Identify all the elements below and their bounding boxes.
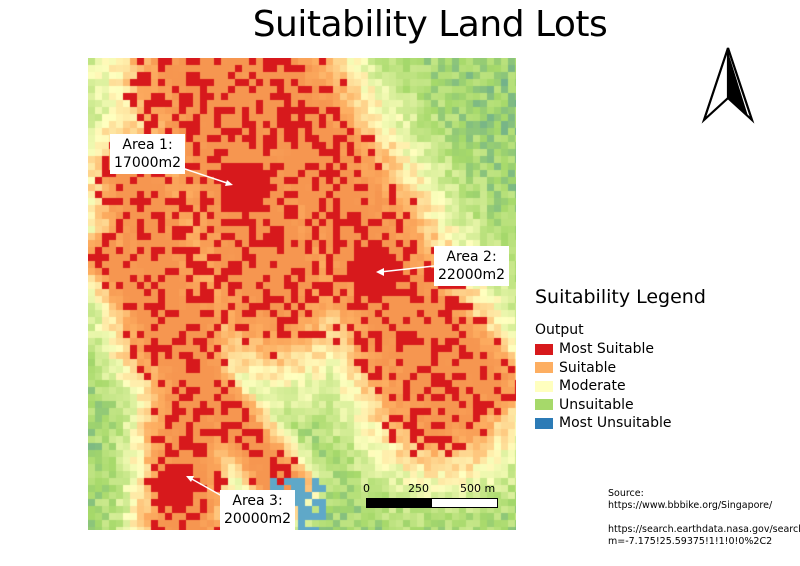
area-1-size: 17000m2 bbox=[114, 155, 182, 171]
source-heading: Source: bbox=[608, 488, 644, 499]
area-2-name: Area 2: bbox=[446, 249, 497, 265]
legend-swatch bbox=[535, 399, 553, 411]
north-arrow-icon bbox=[701, 47, 755, 124]
scale-label-0: 0 bbox=[363, 482, 370, 495]
legend-item-suitable: Suitable bbox=[535, 359, 706, 378]
legend: Suitability Legend Output Most Suitable … bbox=[535, 286, 706, 433]
legend-swatch bbox=[535, 417, 553, 429]
legend-item-most-unsuitable: Most Unsuitable bbox=[535, 414, 706, 433]
source-link-earthdata[interactable]: https://search.earthdata.nasa.gov/search… bbox=[608, 524, 800, 535]
scale-bar-graphic bbox=[366, 498, 498, 508]
legend-subtitle: Output bbox=[535, 322, 584, 338]
area-2-size: 22000m2 bbox=[438, 267, 506, 283]
suitability-raster-map bbox=[88, 58, 516, 530]
legend-item-most-suitable: Most Suitable bbox=[535, 340, 706, 359]
area-2-label: Area 2: 22000m2 bbox=[434, 246, 510, 286]
source-attribution: Source: https://www.bbbike.org/Singapore… bbox=[608, 488, 800, 548]
scale-label-250: 250 bbox=[408, 482, 429, 495]
legend-item-moderate: Moderate bbox=[535, 377, 706, 396]
source-link-earthdata-cont[interactable]: m=-7.175!25.59375!1!1!0!0%2C2 bbox=[608, 536, 773, 547]
area-3-name: Area 3: bbox=[232, 493, 283, 509]
area-3-size: 20000m2 bbox=[224, 511, 292, 527]
scale-bar: 0 250 500 m bbox=[362, 482, 512, 512]
source-link-bbbike[interactable]: https://www.bbbike.org/Singapore/ bbox=[608, 500, 773, 511]
area-3-label: Area 3: 20000m2 bbox=[220, 490, 296, 530]
suitability-raster bbox=[88, 58, 516, 530]
area-1-name: Area 1: bbox=[122, 137, 173, 153]
legend-item-unsuitable: Unsuitable bbox=[535, 396, 706, 415]
legend-swatch bbox=[535, 343, 553, 355]
legend-swatch bbox=[535, 362, 553, 374]
map-title: Suitability Land Lots bbox=[252, 4, 608, 45]
legend-swatch bbox=[535, 380, 553, 392]
scale-label-500: 500 m bbox=[460, 482, 496, 495]
area-1-label: Area 1: 17000m2 bbox=[110, 134, 186, 174]
legend-title: Suitability Legend bbox=[535, 286, 706, 308]
